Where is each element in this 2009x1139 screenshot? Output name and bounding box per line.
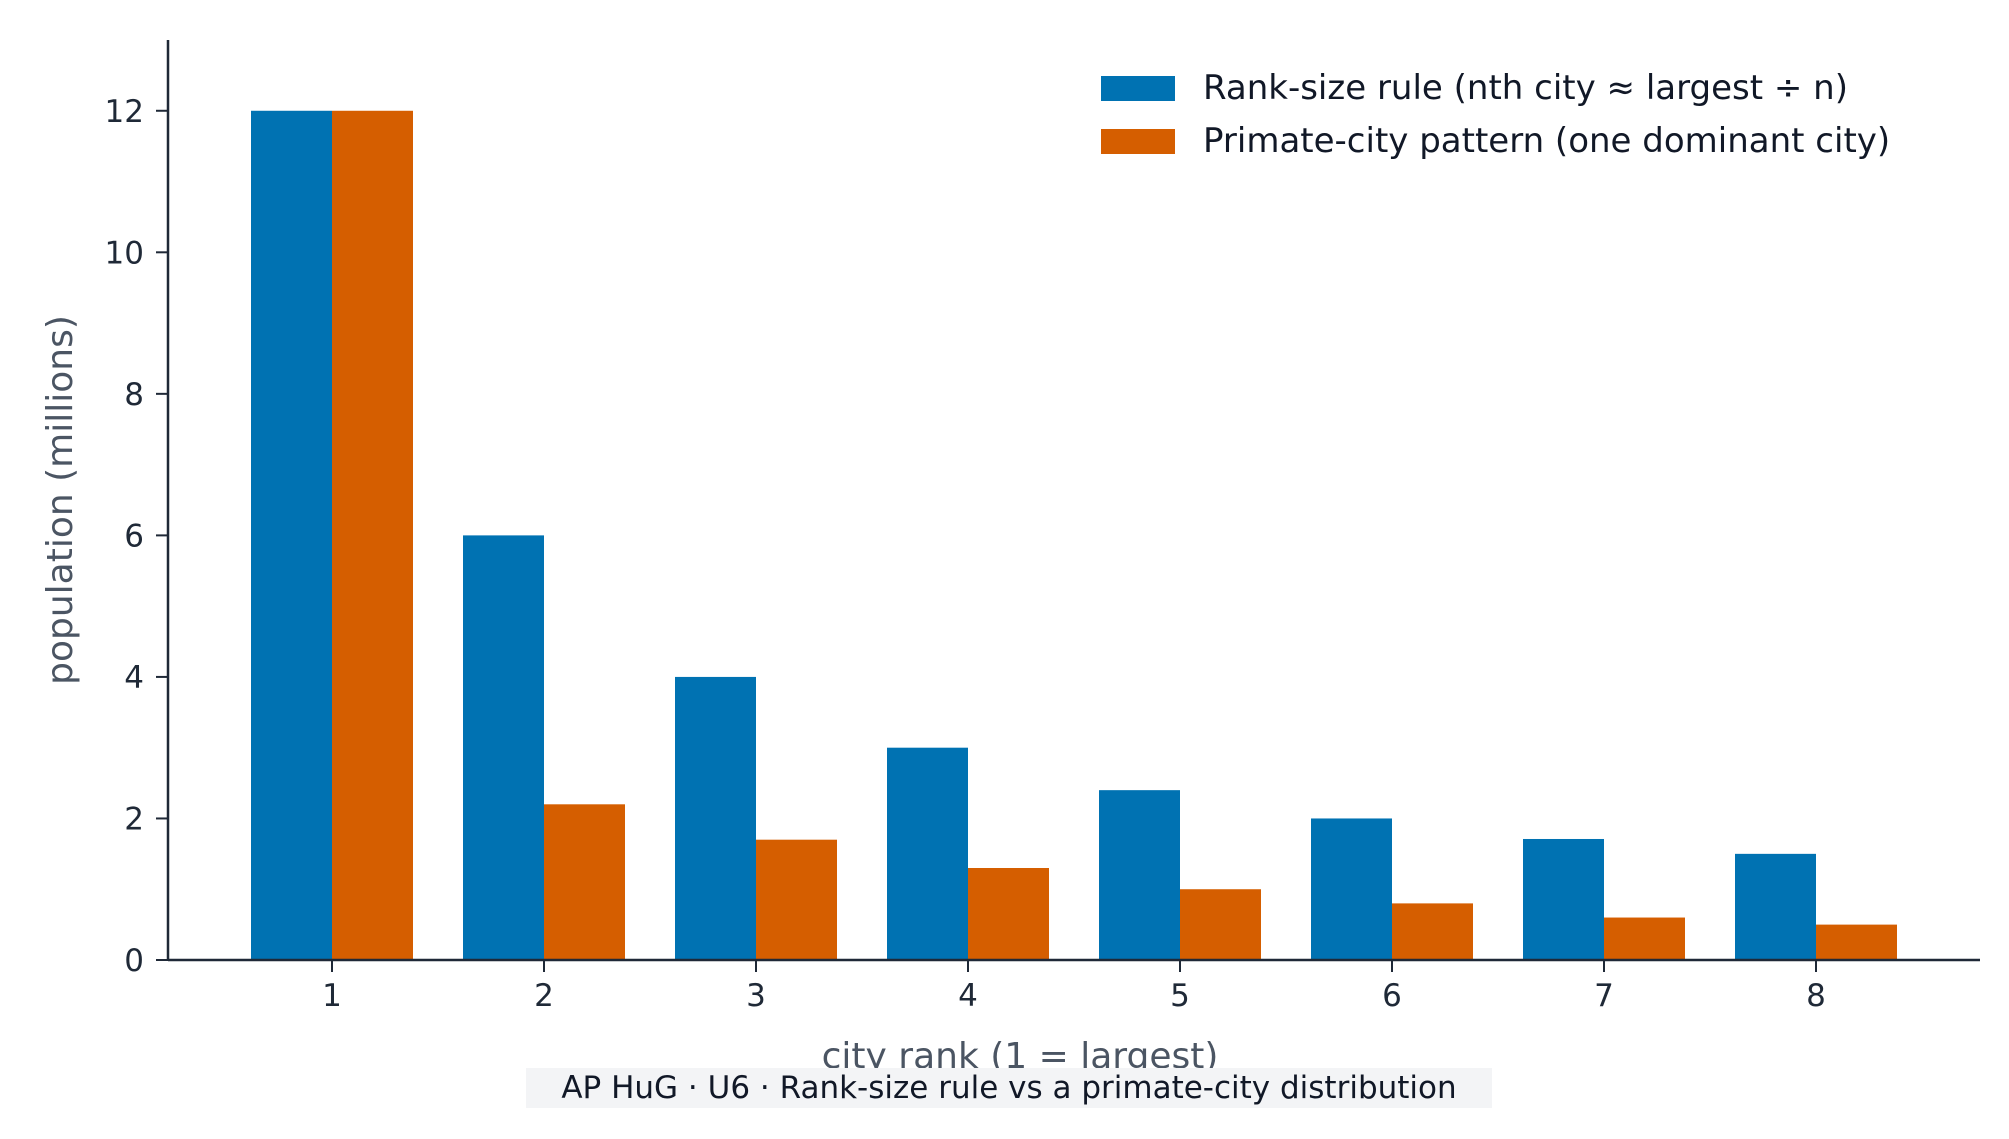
bar-primate-rank-2 — [544, 804, 625, 960]
caption: AP HuG · U6 · Rank-size rule vs a primat… — [526, 1068, 1492, 1108]
bar-rank-size-rank-2 — [463, 535, 544, 960]
bar-primate-rank-5 — [1180, 889, 1261, 960]
y-tick-label: 10 — [105, 235, 144, 271]
bar-primate-rank-7 — [1604, 917, 1685, 960]
y-tick-label: 12 — [105, 94, 144, 130]
bar-primate-rank-1 — [332, 110, 413, 961]
y-tick-label: 8 — [124, 377, 144, 413]
x-tick-label: 2 — [534, 978, 554, 1014]
x-tick-label: 1 — [322, 978, 342, 1014]
y-axis-title: population (millions) — [40, 315, 81, 685]
bar-primate-rank-3 — [756, 839, 837, 960]
x-tick-label: 6 — [1382, 978, 1402, 1014]
bar-rank-size-rank-3 — [675, 676, 756, 960]
bar-primate-rank-4 — [968, 868, 1049, 960]
x-tick-label: 3 — [746, 978, 766, 1014]
x-tick-label: 8 — [1806, 978, 1826, 1014]
y-tick-label: 4 — [124, 660, 144, 696]
y-tick-label: 2 — [124, 801, 144, 837]
bar-rank-size-rank-5 — [1099, 790, 1180, 960]
y-tick-label: 0 — [124, 943, 144, 979]
x-tick-label: 7 — [1594, 978, 1614, 1014]
legend-swatch-primate — [1101, 129, 1175, 154]
x-tick-label: 4 — [958, 978, 978, 1014]
bar-rank-size-rank-8 — [1735, 853, 1816, 960]
bar-rank-size-rank-7 — [1523, 838, 1604, 960]
x-tick-label: 5 — [1170, 978, 1190, 1014]
legend-label-rank-size: Rank-size rule (nth city ≈ largest ÷ n) — [1203, 68, 1848, 108]
bar-primate-rank-8 — [1816, 924, 1897, 960]
bar-rank-size-rank-6 — [1311, 818, 1392, 960]
legend: Rank-size rule (nth city ≈ largest ÷ n) P… — [1101, 68, 1890, 161]
bars-group — [251, 110, 1897, 961]
legend-label-primate: Primate-city pattern (one dominant city) — [1203, 121, 1890, 161]
bar-rank-size-rank-4 — [887, 747, 968, 960]
bar-primate-rank-6 — [1392, 903, 1473, 960]
y-tick-label: 6 — [124, 518, 144, 554]
legend-swatch-rank-size — [1101, 76, 1175, 101]
bar-rank-size-rank-1 — [251, 110, 332, 961]
